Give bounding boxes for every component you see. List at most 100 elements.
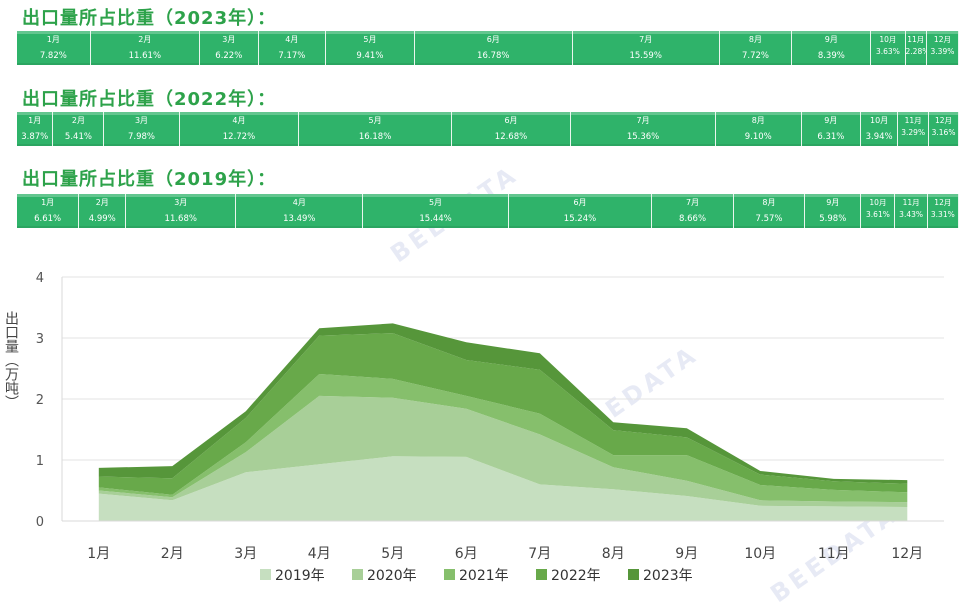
- share-cell: 7月 15.36%: [571, 112, 716, 146]
- share-cell-month: 8月: [762, 198, 776, 207]
- x-tick-label: 5月: [381, 546, 404, 562]
- share-cell: 6月 12.68%: [451, 112, 572, 146]
- share-cell: 2月 5.41%: [53, 112, 105, 146]
- share-cell: 3月 6.22%: [200, 31, 259, 65]
- share-cell: 8月 7.72%: [719, 31, 793, 65]
- share-cell-percent: 3.43%: [899, 210, 923, 219]
- share-cell-percent: 6.61%: [34, 214, 62, 224]
- legend-label: 2022年: [551, 568, 601, 584]
- share-cell-percent: 3.31%: [930, 210, 955, 219]
- share-cell-month: 6月: [504, 116, 518, 125]
- share-cell-month: 3月: [222, 35, 236, 44]
- legend-label: 2020年: [367, 568, 417, 584]
- share-cell: 6月 16.78%: [414, 31, 573, 65]
- legend-label: 2021年: [459, 568, 509, 584]
- share-cell-month: 1月: [46, 35, 60, 44]
- share-cell-month: 7月: [636, 116, 650, 125]
- share-cell-percent: 6.31%: [817, 132, 845, 142]
- share-cell: 11月 2.28%: [905, 31, 927, 65]
- share-cell-percent: 3.61%: [866, 210, 890, 219]
- share-cell: 6月 15.24%: [508, 194, 653, 228]
- y-axis-label: 出口量（万吨）: [3, 311, 19, 409]
- share-cell-percent: 15.24%: [563, 214, 597, 224]
- share-cell-month: 9月: [824, 35, 838, 44]
- share-cell: 1月 3.87%: [17, 112, 54, 146]
- x-tick-label: 12月: [891, 546, 923, 562]
- y-tick-label: 3: [36, 332, 44, 347]
- share-cell-percent: 9.10%: [744, 132, 772, 142]
- share-cell-month: 10月: [869, 198, 887, 207]
- share-cell-month: 9月: [824, 116, 838, 125]
- share-cell-percent: 3.87%: [21, 132, 49, 142]
- x-tick-label: 1月: [87, 546, 110, 562]
- share-cell: 4月 13.49%: [236, 194, 364, 228]
- share-cell-percent: 11.61%: [128, 51, 162, 61]
- x-tick-label: 7月: [528, 546, 551, 562]
- legend-label: 2019年: [275, 568, 325, 584]
- share-cell-month: 5月: [363, 35, 377, 44]
- share-cell: 10月 3.61%: [861, 194, 896, 228]
- share-cell-percent: 15.36%: [626, 132, 660, 142]
- share-cell: 11月 3.43%: [895, 194, 928, 228]
- x-tick-label: 11月: [818, 546, 850, 562]
- share-cell: 1月 6.61%: [17, 194, 80, 228]
- share-cell-month: 4月: [292, 198, 306, 207]
- share-cell: 4月 12.72%: [179, 112, 300, 146]
- share-cell-percent: 3.63%: [876, 47, 900, 56]
- share-cell-month: 5月: [368, 116, 382, 125]
- share-cell: 5月 15.44%: [363, 194, 509, 228]
- share-cell-month: 6月: [486, 35, 500, 44]
- x-tick-label: 3月: [234, 546, 257, 562]
- x-tick-label: 9月: [675, 546, 698, 562]
- share-cell-month: 3月: [174, 198, 188, 207]
- share-cell: 1月 7.82%: [17, 31, 91, 65]
- legend-swatch: [628, 569, 639, 580]
- share-cell-percent: 7.82%: [39, 51, 67, 61]
- share-cell-percent: 2.28%: [905, 47, 927, 56]
- share-cell-month: 11月: [904, 116, 922, 125]
- stacked-area-chart: 0 1 2 3 4 1月 2月 3月 4月 5月 6月 7月 8月 9月 10月 11月 12月 出口量（万吨） 2…: [3, 271, 944, 584]
- share-cell: 9月 8.39%: [792, 31, 872, 65]
- share-cell-month: 12月: [934, 198, 952, 207]
- y-tick-label: 2: [36, 393, 44, 408]
- area-series-1: [98, 456, 908, 521]
- share-cell-percent: 4.99%: [88, 214, 116, 224]
- share-cell-month: 12月: [935, 116, 953, 125]
- share-cell: 8月 7.57%: [733, 194, 806, 228]
- share-cell-percent: 3.39%: [930, 47, 955, 56]
- share-cell: 12月 3.31%: [927, 194, 959, 228]
- share-cell-month: 1月: [41, 198, 55, 207]
- share-cell-month: 4月: [285, 35, 299, 44]
- x-tick-label: 8月: [602, 546, 625, 562]
- y-tick-label: 0: [36, 515, 44, 530]
- legend-swatch: [352, 569, 363, 580]
- x-tick-label: 6月: [455, 546, 478, 562]
- share-cell-month: 4月: [232, 116, 246, 125]
- share-cell: 7月 15.59%: [572, 31, 720, 65]
- share-strip-2023: 1月 7.82% 2月 11.61% 3月 6.22% 4月 7.17% 5月 9.41% 6月 16…: [17, 31, 959, 65]
- share-strip-2019: 1月 6.61% 2月 4.99% 3月 11.68% 4月 13.49% 5月 15.44% 6月…: [17, 194, 959, 228]
- share-cell-percent: 15.44%: [419, 214, 452, 224]
- y-tick-label: 4: [36, 271, 44, 286]
- share-cell-percent: 7.72%: [741, 51, 769, 61]
- share-cell-percent: 12.72%: [222, 132, 256, 142]
- share-cell-percent: 16.18%: [358, 132, 392, 142]
- share-cell-percent: 7.57%: [755, 214, 783, 224]
- share-cell: 7月 8.66%: [652, 194, 734, 228]
- share-cell-percent: 5.98%: [819, 214, 847, 224]
- share-cell: 2月 11.61%: [90, 31, 200, 65]
- legend-swatch: [444, 569, 455, 580]
- share-cell-month: 8月: [751, 116, 765, 125]
- share-cell: 4月 7.17%: [258, 31, 327, 65]
- y-tick-label: 1: [36, 454, 44, 469]
- section-title-2023: 出口量所占比重（2023年）：: [22, 8, 277, 29]
- area-series-2: [98, 395, 908, 507]
- share-cell: 3月 11.68%: [126, 194, 237, 228]
- share-cell-month: 11月: [907, 35, 925, 44]
- x-tick-label: 10月: [744, 546, 776, 562]
- share-cell-month: 11月: [902, 198, 920, 207]
- share-cell-month: 2月: [138, 35, 152, 44]
- share-strip-2022: 1月 3.87% 2月 5.41% 3月 7.98% 4月 12.72% 5月 16.18% 6月 1…: [17, 112, 959, 146]
- share-cell-month: 1月: [28, 116, 42, 125]
- share-cell-month: 9月: [826, 198, 840, 207]
